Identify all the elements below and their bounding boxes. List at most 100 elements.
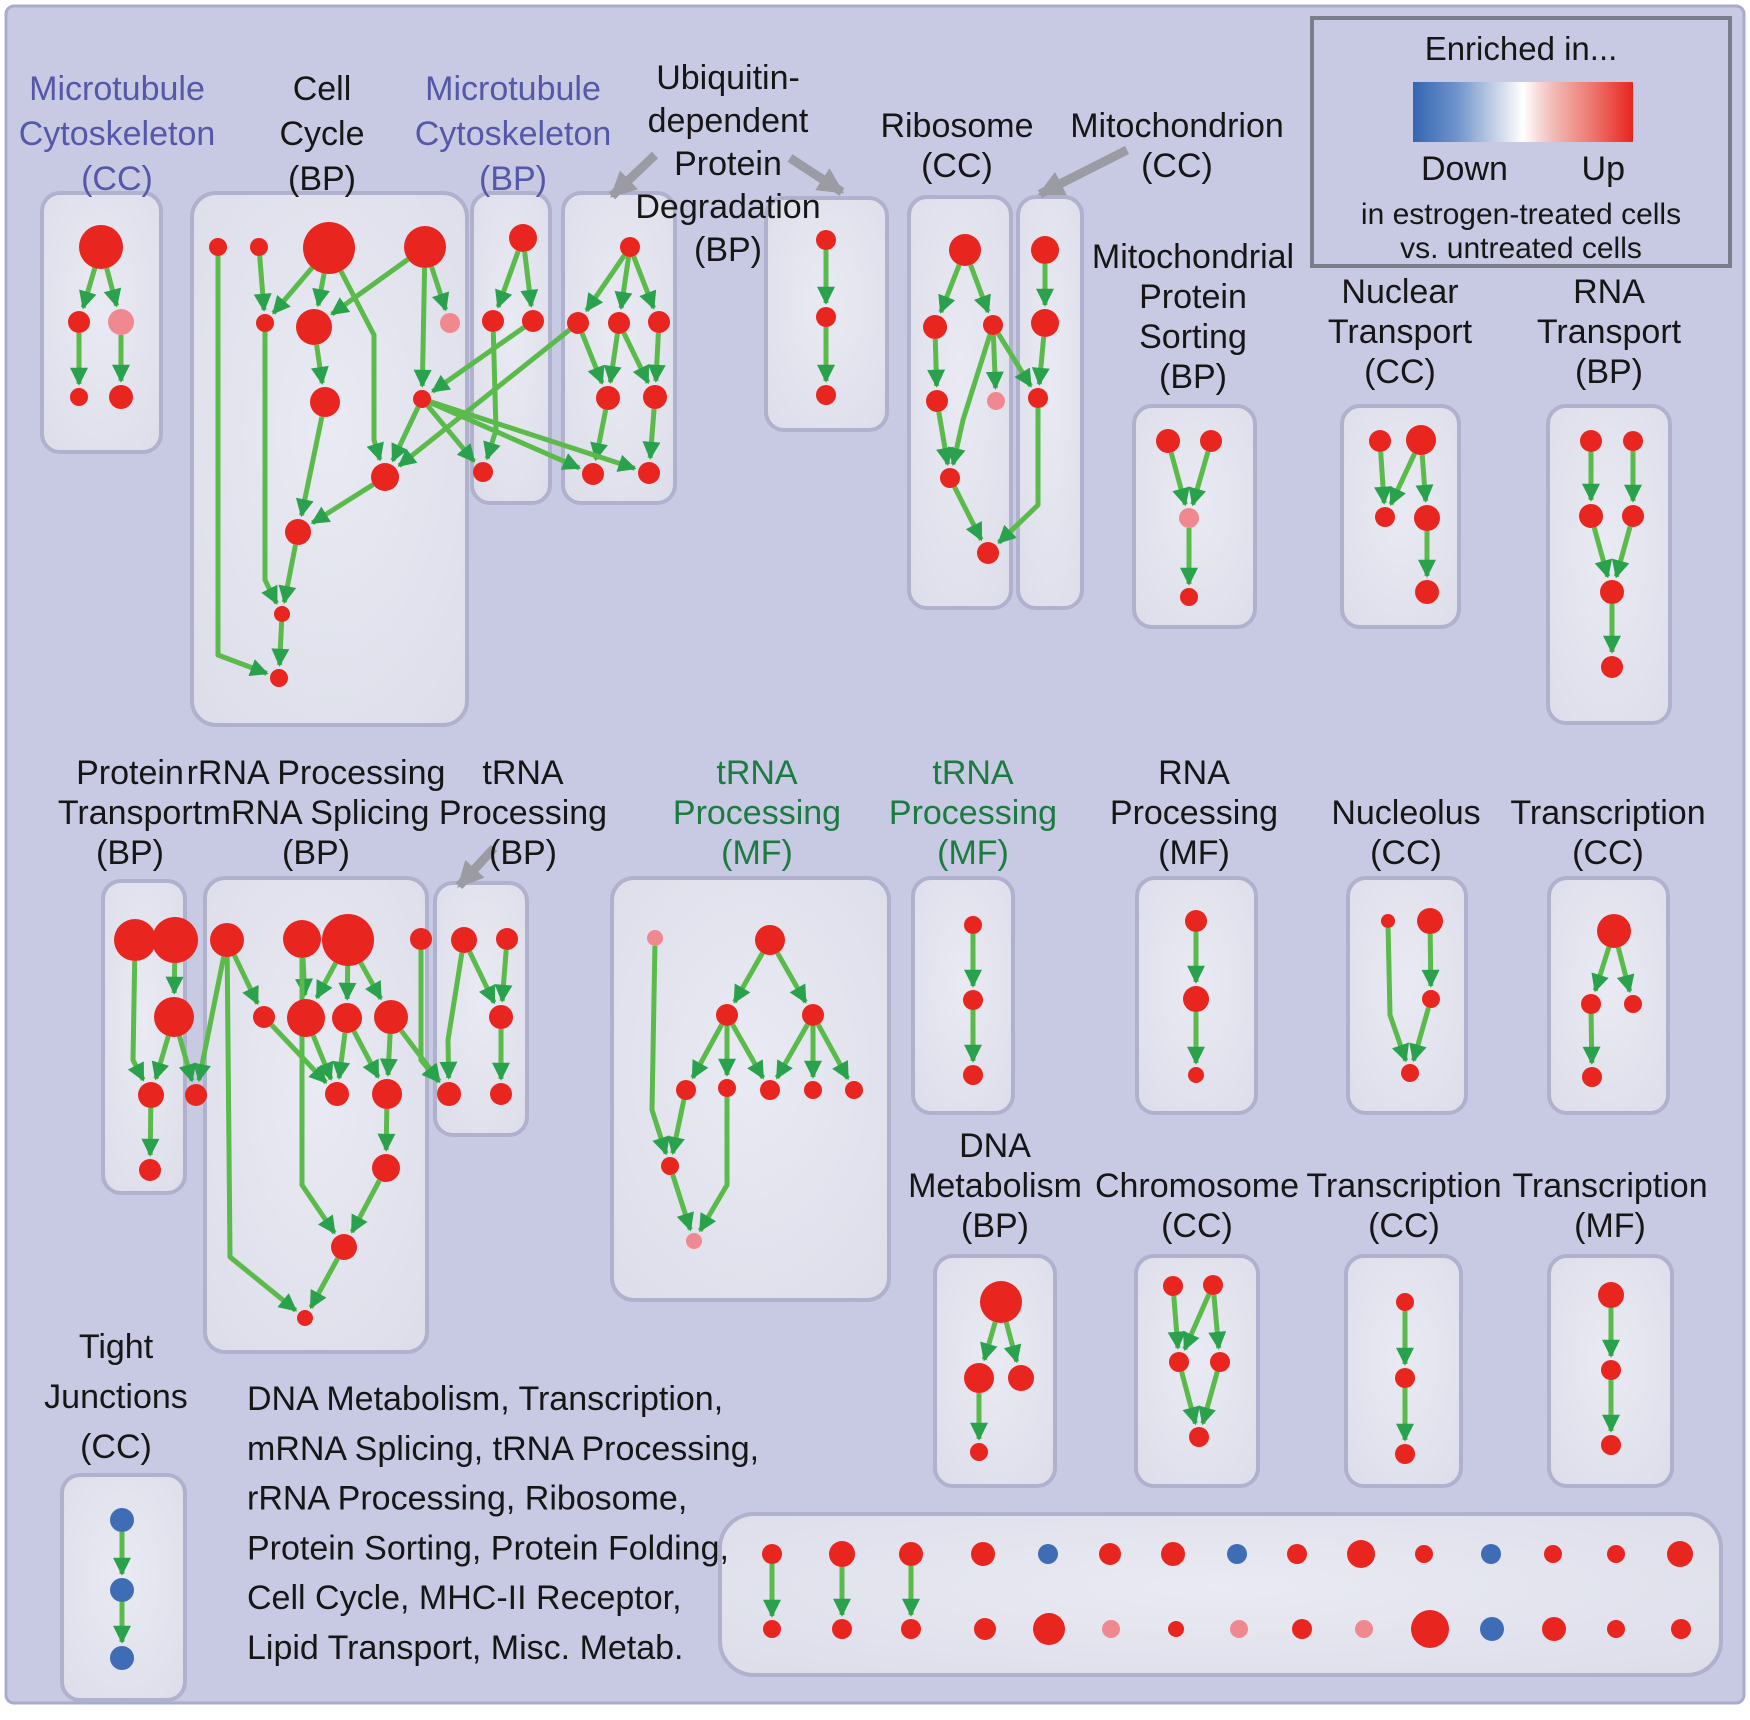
go-node-red (209, 238, 227, 256)
legend-title: Enriched in... (1425, 30, 1618, 67)
go-node-red (413, 390, 431, 408)
go-node-red (1671, 1619, 1691, 1639)
go-node-red (1422, 990, 1440, 1008)
cluster-label-line: Cell (293, 70, 352, 108)
go-node-red (482, 310, 504, 332)
go-node-red (1369, 430, 1391, 452)
go-node-red (1031, 236, 1059, 264)
go-node-pink (440, 313, 460, 333)
go-node-red (1381, 914, 1395, 928)
cluster-label-line: (BP) (1575, 353, 1643, 391)
cluster-label-line: Transport (1328, 313, 1473, 351)
go-node-red (1415, 580, 1439, 604)
go-node-red (256, 314, 274, 332)
legend-up-label: Up (1582, 150, 1625, 188)
go-node-red (70, 388, 88, 406)
note-line: DNA Metabolism, Transcription, (247, 1380, 723, 1418)
go-node-red (274, 606, 290, 622)
cluster-label-line: RNA (1158, 754, 1230, 792)
go-node-red (963, 1065, 983, 1085)
go-node-red (802, 1004, 824, 1026)
cluster-box-trna-mf-small (913, 878, 1013, 1113)
go-node-red (620, 237, 640, 257)
go-node-red (283, 920, 321, 958)
cluster-label-line: Transcription (1510, 794, 1705, 832)
go-node-blue (110, 1646, 134, 1670)
go-node-red (1600, 580, 1624, 604)
cluster-label-line: dependent (648, 102, 809, 140)
cluster-label-line: Transcription (1512, 1167, 1707, 1205)
cluster-label-line: Protein (76, 754, 184, 792)
go-node-red (596, 386, 620, 410)
go-edge (1430, 934, 1431, 986)
go-node-red (437, 1082, 461, 1106)
go-node-red (1582, 1067, 1602, 1087)
cluster-label-line: Protein (674, 145, 782, 183)
legend-gradient-bar (1413, 82, 1633, 142)
go-edge (388, 1034, 390, 1075)
go-node-red (210, 923, 244, 957)
cluster-label-line: Ribosome (880, 107, 1033, 145)
go-edge (1422, 455, 1426, 501)
go-node-red (816, 385, 836, 405)
cluster-label-line: (CC) (1572, 834, 1644, 872)
go-node-red (185, 1084, 207, 1106)
go-node-red (716, 1004, 738, 1026)
go-node-red (1168, 1621, 1184, 1637)
go-node-red (940, 468, 960, 488)
go-node-red (899, 1542, 923, 1566)
cluster-label-line: (BP) (489, 834, 557, 872)
go-node-red (1099, 1543, 1121, 1565)
cluster-label-line: Processing (439, 794, 607, 832)
go-node-red (1033, 1613, 1065, 1645)
go-node-pink (1230, 1620, 1248, 1638)
go-node-red (1292, 1619, 1312, 1639)
go-node-red (1163, 1276, 1183, 1296)
go-node-pink (1179, 508, 1199, 528)
go-node-red (762, 1544, 782, 1564)
go-node-red (977, 542, 999, 564)
go-node-red (1601, 1360, 1621, 1380)
go-node-blue (1038, 1544, 1058, 1564)
cluster-label-line: Cycle (279, 115, 364, 153)
go-edge (993, 335, 995, 388)
go-node-pink (1102, 1620, 1120, 1638)
go-node-red (372, 1154, 400, 1182)
go-node-red (760, 1080, 780, 1100)
go-node-red (755, 925, 785, 955)
go-node-red (109, 385, 133, 409)
go-node-red (1601, 656, 1623, 678)
go-node-red (980, 1281, 1022, 1323)
go-node-red (1189, 1427, 1209, 1447)
go-node-red (1185, 910, 1207, 932)
go-node-red (1200, 430, 1222, 452)
go-node-red (1667, 1541, 1693, 1567)
go-node-blue (1227, 1544, 1247, 1564)
go-edge (422, 268, 424, 386)
go-node-red (303, 222, 355, 274)
go-node-red (332, 1003, 362, 1033)
go-node-pink (686, 1233, 702, 1249)
cluster-label-line: Protein (1139, 278, 1247, 316)
cluster-label-line: Ubiquitin- (656, 59, 800, 97)
go-node-pink (1355, 1620, 1373, 1638)
cluster-label-line: DNA (959, 1127, 1031, 1165)
cluster-label-line: Transport (58, 794, 203, 832)
note-line: mRNA Splicing, tRNA Processing, (247, 1430, 759, 1468)
cluster-label-line: (CC) (1161, 1207, 1233, 1245)
go-edge (656, 333, 659, 381)
go-node-pink (987, 392, 1005, 410)
go-edge (935, 339, 936, 386)
go-node-red (638, 462, 660, 484)
cluster-label-line: Degradation (635, 188, 820, 226)
cluster-label-line: (MF) (721, 834, 793, 872)
go-node-red (509, 224, 537, 252)
cluster-label-line: (BP) (282, 834, 350, 872)
go-node-red (1597, 914, 1631, 948)
cluster-box-nuclear-transport (1342, 406, 1459, 627)
go-node-red (1161, 1542, 1185, 1566)
go-node-red (1601, 1435, 1621, 1455)
go-node-red (139, 1159, 161, 1181)
go-node-red (1188, 1067, 1204, 1083)
